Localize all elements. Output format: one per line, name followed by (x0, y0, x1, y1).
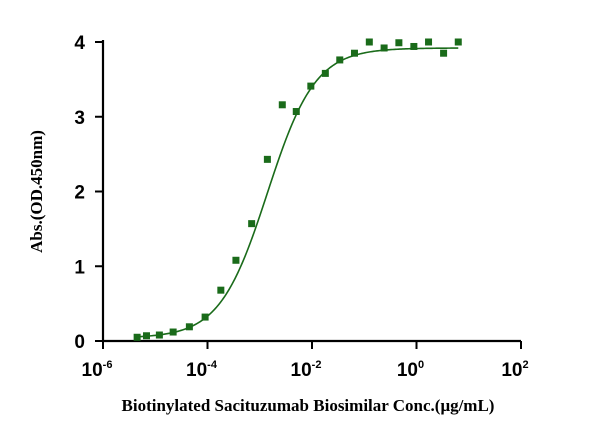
fit-curve (137, 47, 459, 338)
data-point (425, 38, 433, 46)
data-point (155, 331, 163, 339)
data-point (142, 332, 150, 340)
data-point (395, 39, 403, 47)
data-point (217, 286, 225, 294)
x-tick-label: 10-4 (186, 359, 218, 381)
data-point (380, 44, 388, 52)
data-point (169, 328, 177, 336)
data-points (133, 38, 462, 341)
x-tick-label: 102 (501, 359, 528, 381)
data-point (201, 313, 209, 321)
y-axis-title: Abs.(OD.450nm) (27, 130, 46, 253)
data-point (365, 38, 373, 46)
data-point (307, 82, 315, 90)
x-axis-ticks: 10-6 10-4 10-2 100 102 (82, 341, 529, 381)
data-point (232, 256, 240, 264)
x-axis-title: Biotinylated Sacituzumab Biosimilar Conc… (122, 396, 495, 415)
x-tick-label: 10-6 (82, 359, 113, 381)
data-point (454, 38, 462, 46)
data-point (350, 49, 358, 57)
data-point (278, 101, 286, 109)
y-tick-label: 3 (74, 108, 85, 129)
y-tick-label: 1 (74, 257, 85, 278)
data-point (185, 323, 193, 331)
data-point (410, 42, 418, 50)
data-point (248, 220, 256, 228)
y-tick-label: 2 (74, 183, 85, 204)
data-point (321, 69, 329, 77)
y-tick-label: 4 (74, 33, 85, 54)
data-point (263, 155, 271, 163)
data-point (440, 49, 448, 57)
y-axis-ticks: 0 1 2 3 4 (74, 33, 103, 353)
data-point (336, 56, 344, 64)
y-tick-label: 0 (74, 332, 85, 353)
data-point (292, 108, 300, 116)
x-tick-label: 100 (397, 359, 424, 381)
data-point (133, 333, 141, 341)
x-tick-label: 10-2 (291, 359, 322, 381)
